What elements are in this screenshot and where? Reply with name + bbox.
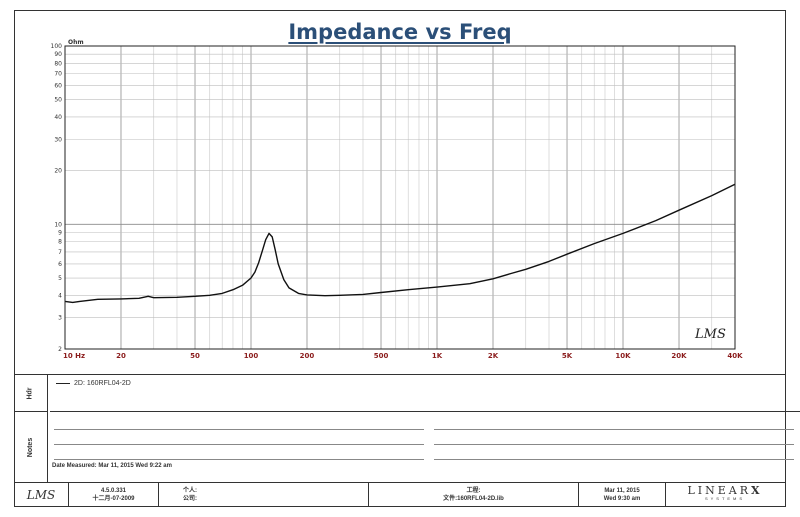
note-line [54,444,424,445]
x-tick-label: 20K [671,352,687,360]
y-tick-label: 90 [54,51,62,58]
x-tick-label: 500 [374,352,389,360]
date-measured: Date Measured: Mar 11, 2015 Wed 9:22 am [52,463,172,469]
x-tick-label: 10 Hz [63,352,85,360]
y-tick-label: 3 [58,315,62,322]
note-line [54,429,424,430]
x-tick-label: 50 [190,352,200,360]
plot-border [64,45,736,350]
notes-box [50,411,800,472]
y-tick-label: 9 [58,230,62,237]
y-tick-label: 100 [51,43,63,50]
user-label: 个人: [183,488,197,494]
footer-time: Wed 9:30 am [603,496,641,502]
lms-watermark: LMS [694,327,726,342]
footer-date: Mar 11, 2015 [604,488,640,494]
y-tick-label: 50 [54,97,62,104]
footer-logo-cell: LMS [14,483,69,507]
x-tick-label: 20 [116,352,126,360]
note-line [434,444,794,445]
y-tick-label: 8 [58,239,62,246]
file-label: 文件:160RFL04-2D.lib [443,496,504,502]
brand-x: X [750,484,763,497]
legend-entry: 2D: 160RFL04-2D [56,380,131,387]
info-panel: Hdr 2D: 160RFL04-2D Notes [14,374,800,483]
x-tick-label: 1K [432,352,443,360]
legend-entry-label: 2D: 160RFL04-2D [74,380,131,387]
y-tick-label: 2 [58,346,62,353]
x-tick-label: 40K [727,352,743,360]
x-tick-label: 200 [300,352,315,360]
y-tick-label: 70 [54,71,62,78]
impedance-curve [64,183,736,304]
footer-project-cell: 工程: 文件:160RFL04-2D.lib [369,483,579,507]
footer-version-cell: 4.5.0.331 十二月-07-2009 [69,483,159,507]
legend-label-cell: Hdr [14,375,48,411]
x-tick-label: 10K [615,352,631,360]
y-tick-label: 5 [58,275,62,282]
brand-sub: SYSTEMS [704,496,746,501]
brand-text: LINEAR [687,484,751,497]
notes-label: Notes [26,437,34,458]
y-tick-label: 60 [54,83,62,90]
y-tick-label: 7 [58,249,62,256]
project-label: 工程: [466,488,481,494]
footer-brand-cell: LINEARX SYSTEMS [666,483,784,507]
y-tick-label: 40 [54,114,62,121]
grid [64,45,736,350]
build-date-text: 十二月-07-2009 [92,496,135,502]
curve-layer [64,183,736,304]
linearx-logo: LINEARX [687,484,763,497]
footer-date-cell: Mar 11, 2015 Wed 9:30 am [579,483,666,507]
y-tick-label: 6 [58,261,62,268]
legend-label: Hdr [27,386,34,400]
note-line [434,459,794,460]
y-tick-label: 10 [54,221,62,228]
x-tick-label: 5K [562,352,573,360]
lms-logo: LMS [26,488,56,502]
y-tick-label: 4 [58,292,62,299]
company-label: 公司: [183,496,197,502]
notes-label-cell: Notes [14,411,48,483]
footer-user-cell: 个人: 公司: [159,483,369,507]
chart-title: Impedance vs Freq [288,20,512,44]
y-axis-unit: Ohm [68,39,84,46]
y-tick-label: 80 [54,60,62,67]
window-frame [14,10,786,507]
y-tick-label: 20 [54,168,62,175]
version-text: 4.5.0.331 [100,488,127,494]
y-tick-label: 30 [54,136,62,143]
note-line [54,459,424,460]
x-tick-label: 2K [488,352,499,360]
legend-swatch [56,383,70,384]
note-line [434,429,794,430]
x-tick-label: 100 [244,352,259,360]
footer-bar: LMS 4.5.0.331 十二月-07-2009 个人: 公司: 工程: 文件… [14,482,786,507]
